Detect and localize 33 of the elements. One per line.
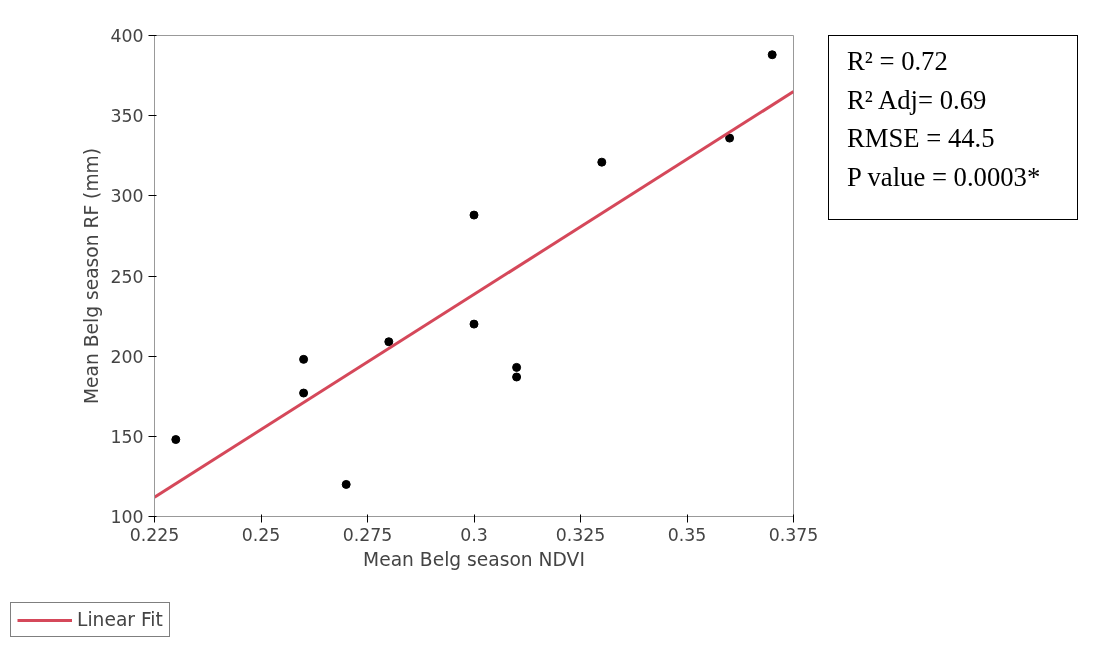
y-tick-label: 200 xyxy=(110,346,144,367)
y-tick-label: 350 xyxy=(110,106,144,127)
point xyxy=(767,50,777,60)
point xyxy=(469,210,479,220)
x-tick-label: 0.25 xyxy=(241,524,281,545)
point xyxy=(597,157,607,167)
x-tick-label: 0.35 xyxy=(667,524,707,545)
point xyxy=(725,133,735,143)
point xyxy=(469,319,479,329)
text: R² Adj= 0.69 xyxy=(847,84,987,115)
x-tick-label: 0.275 xyxy=(342,524,393,545)
x-axis-title: Mean Belg season NDVI xyxy=(363,548,585,570)
x-tick-label: 0.375 xyxy=(768,524,819,545)
x-tick-label: 0.325 xyxy=(555,524,606,545)
point xyxy=(171,435,181,445)
point xyxy=(512,372,522,382)
y-tick-label: 300 xyxy=(110,186,144,207)
point xyxy=(299,388,309,398)
y-tick-label: 150 xyxy=(110,426,144,447)
text: RMSE = 44.5 xyxy=(847,123,995,154)
point xyxy=(384,337,394,347)
point xyxy=(299,354,309,364)
point xyxy=(341,479,351,489)
text: R² = 0.72 xyxy=(847,46,948,76)
y-tick-label: 250 xyxy=(110,266,144,287)
legend-label: Linear Fit xyxy=(77,609,163,630)
x-tick-label: 0.3 xyxy=(460,524,488,545)
text: P value = 0.0003* xyxy=(847,162,1041,193)
point xyxy=(512,362,522,372)
y-axis-title: Mean Belg season RF (mm) xyxy=(81,147,103,405)
y-tick-label: 400 xyxy=(110,26,144,46)
y-tick-label: 100 xyxy=(110,507,144,527)
x-tick-label: 0.225 xyxy=(129,524,180,545)
